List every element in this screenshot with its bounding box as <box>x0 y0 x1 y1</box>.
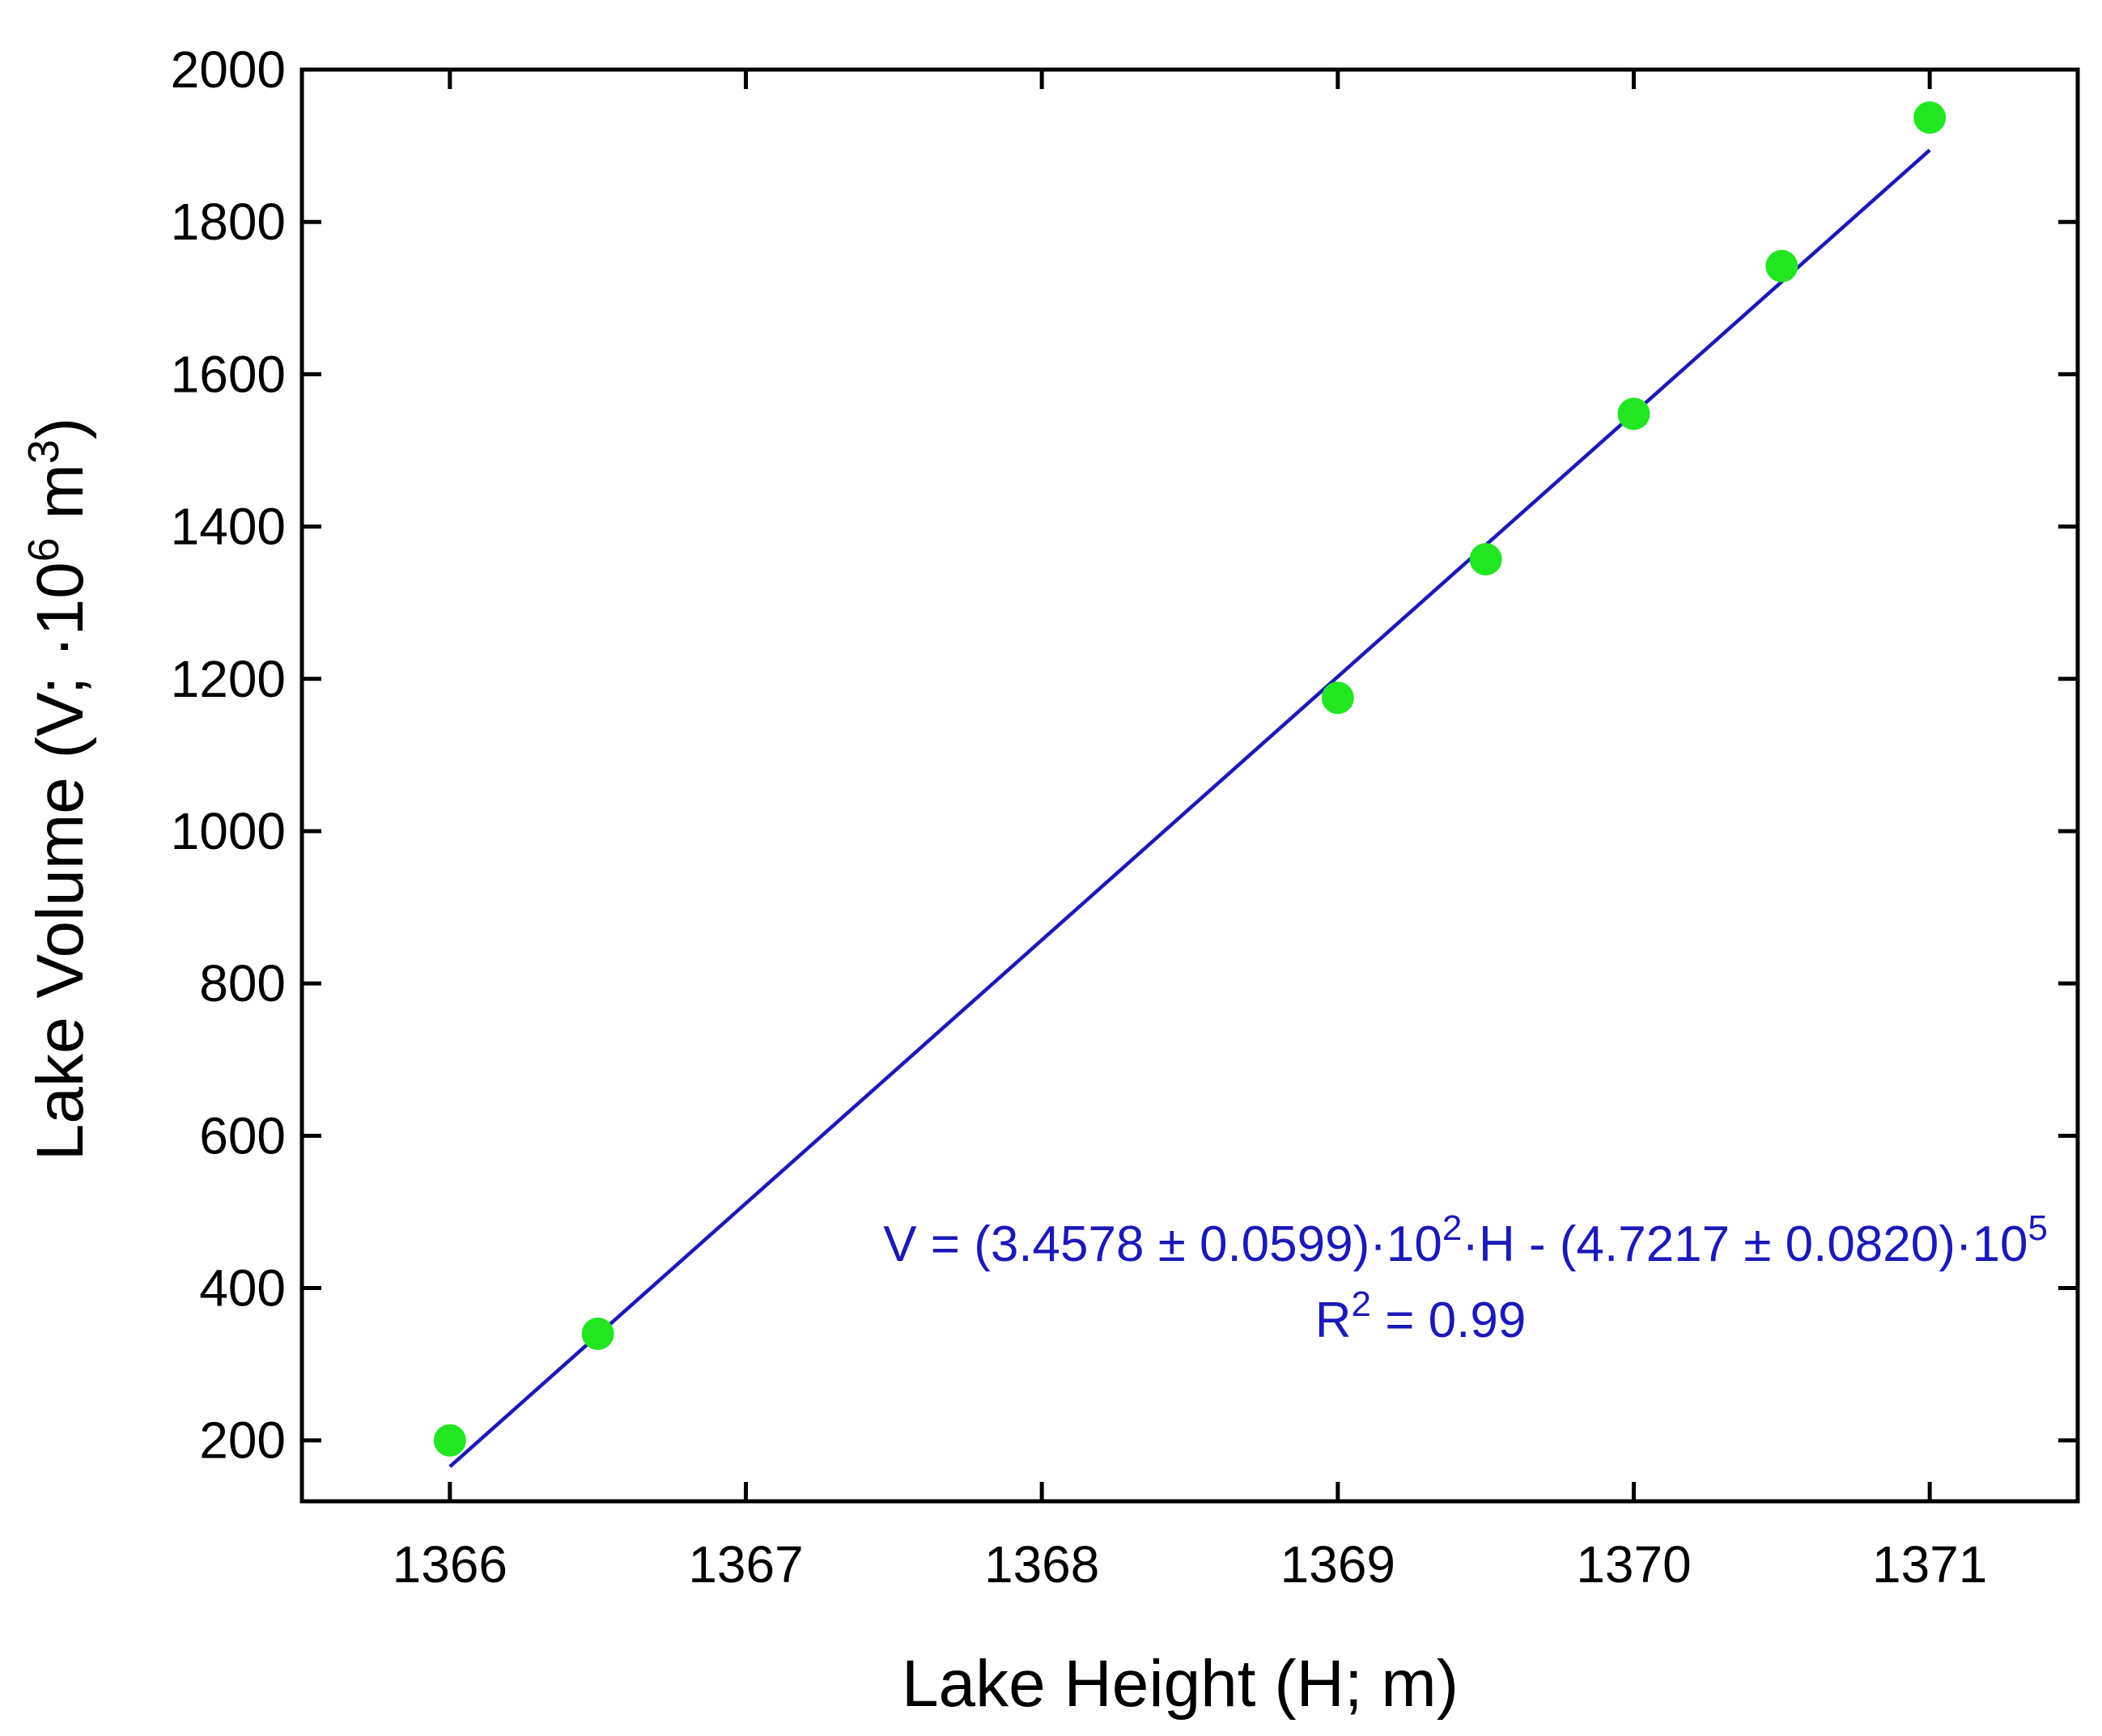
r-squared-exp: 2 <box>1351 1284 1370 1324</box>
y-axis-title-prefix: Lake Volume (V; ·10 <box>23 562 97 1161</box>
data-point <box>1913 101 1947 134</box>
x-tick-label: 1370 <box>1576 1535 1691 1594</box>
y-tick-label: 200 <box>199 1411 286 1470</box>
fit-equation-part2: ·H - (4.7217 ± 0.0820)·10 <box>1462 1216 2028 1272</box>
y-tick-label: 1600 <box>171 345 286 403</box>
y-axis-title-mid: m <box>23 464 97 537</box>
data-point <box>1321 681 1354 715</box>
r-squared-value: = 0.99 <box>1371 1292 1526 1348</box>
x-tick-label: 1368 <box>984 1535 1099 1594</box>
y-tick-label: 1200 <box>171 650 286 708</box>
y-tick-label: 2000 <box>171 40 286 99</box>
data-points <box>433 101 1947 1457</box>
data-point <box>581 1317 614 1350</box>
x-tick-label: 1371 <box>1872 1535 1987 1594</box>
y-tick-label: 1800 <box>171 193 286 251</box>
plot-frame <box>299 67 2080 1504</box>
y-tick-label: 600 <box>199 1106 286 1165</box>
fit-equation-part1: V = (3.4578 ± 0.0599)·10 <box>883 1216 1442 1272</box>
fit-line <box>448 148 1931 1468</box>
y-axis-title-exp2: 3 <box>19 439 68 464</box>
x-axis-title: Lake Height (H; m) <box>902 1647 1459 1721</box>
fit-line-layer <box>448 148 1931 1468</box>
r-squared: R2 = 0.99 <box>1315 1284 1527 1348</box>
fit-equation-exp1: 2 <box>1442 1208 1462 1248</box>
x-tick-label: 1367 <box>688 1535 803 1594</box>
axis-ticks <box>302 67 2078 1501</box>
data-point <box>433 1424 466 1457</box>
y-tick-label: 400 <box>199 1259 286 1318</box>
x-tick-label: 1366 <box>393 1535 507 1594</box>
fit-equation-exp2: 5 <box>2028 1208 2048 1248</box>
axis-labels: 1366 1367 1368 1369 1370 1371 200 400 600 800 1000… <box>171 40 1988 1594</box>
y-tick-label: 1400 <box>171 498 286 556</box>
y-tick-label: 800 <box>199 954 286 1012</box>
y-axis-title-suffix: ) <box>23 418 97 439</box>
y-tick-label: 1000 <box>171 802 286 860</box>
data-point <box>1765 249 1798 282</box>
data-point <box>1617 397 1650 431</box>
x-tick-label: 1369 <box>1280 1535 1395 1594</box>
y-axis-title: Lake Volume (V; ·106 m3) <box>19 418 97 1161</box>
r-squared-r: R <box>1315 1292 1352 1348</box>
data-point <box>1469 543 1502 576</box>
y-axis-title-exp: 6 <box>19 537 68 562</box>
fit-equation: V = (3.4578 ± 0.0599)·102·H - (4.7217 ± … <box>883 1208 2048 1272</box>
